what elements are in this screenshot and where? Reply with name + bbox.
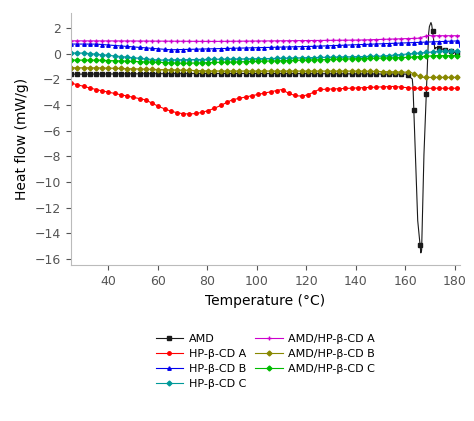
AMD/HP-β-CD C — [457, 53, 463, 58]
HP-β-CD C — [279, 56, 285, 61]
HP-β-CD C — [457, 48, 463, 53]
AMD/HP-β-CD C — [256, 59, 262, 64]
HP-β-CD A — [279, 88, 285, 93]
AMD/HP-β-CD C — [279, 58, 285, 63]
HP-β-CD A — [254, 92, 259, 97]
HP-β-CD A — [301, 93, 306, 98]
Line: AMD/HP-β-CD A: AMD/HP-β-CD A — [69, 33, 462, 44]
AMD/HP-β-CD A — [457, 33, 463, 38]
AMD/HP-β-CD C — [180, 61, 185, 66]
AMD/HP-β-CD A — [254, 39, 259, 44]
AMD/HP-β-CD B — [457, 75, 463, 80]
Line: AMD/HP-β-CD C: AMD/HP-β-CD C — [69, 54, 462, 65]
AMD/HP-β-CD B — [253, 69, 258, 74]
HP-β-CD A — [457, 86, 463, 91]
AMD/HP-β-CD B — [255, 69, 261, 74]
X-axis label: Temperature (°C): Temperature (°C) — [205, 293, 326, 307]
HP-β-CD B — [68, 42, 74, 47]
Line: AMD: AMD — [69, 21, 462, 255]
HP-β-CD B — [457, 45, 463, 50]
HP-β-CD B — [167, 47, 173, 52]
HP-β-CD B — [448, 39, 454, 44]
HP-β-CD A — [186, 112, 191, 117]
AMD/HP-β-CD B — [448, 75, 454, 80]
HP-β-CD B — [256, 45, 262, 50]
AMD/HP-β-CD B — [300, 69, 305, 74]
AMD/HP-β-CD C — [433, 53, 438, 58]
HP-β-CD C — [440, 48, 446, 53]
AMD/HP-β-CD C — [254, 59, 259, 64]
AMD/HP-β-CD C — [449, 53, 455, 58]
HP-β-CD C — [155, 58, 161, 63]
HP-β-CD A — [256, 92, 262, 97]
HP-β-CD C — [301, 55, 306, 60]
AMD/HP-β-CD A — [427, 33, 432, 38]
AMD/HP-β-CD A — [205, 39, 210, 44]
AMD/HP-β-CD A — [68, 38, 74, 43]
AMD/HP-β-CD B — [420, 75, 426, 80]
AMD — [387, 72, 392, 77]
HP-β-CD B — [301, 44, 306, 49]
AMD/HP-β-CD C — [301, 58, 306, 63]
AMD/HP-β-CD C — [388, 56, 393, 61]
AMD — [68, 72, 74, 77]
Y-axis label: Heat flow (mW/g): Heat flow (mW/g) — [16, 78, 29, 200]
HP-β-CD C — [388, 53, 393, 58]
HP-β-CD C — [449, 48, 455, 53]
AMD — [300, 71, 305, 76]
HP-β-CD C — [254, 56, 259, 61]
AMD — [449, 49, 455, 54]
AMD — [418, 250, 424, 256]
Legend: AMD, HP-β-CD A, HP-β-CD B, HP-β-CD C, AMD/HP-β-CD A, AMD/HP-β-CD B, AMD/HP-β-CD : AMD, HP-β-CD A, HP-β-CD B, HP-β-CD C, AM… — [155, 334, 375, 389]
AMD/HP-β-CD B — [387, 69, 392, 74]
Line: AMD/HP-β-CD B: AMD/HP-β-CD B — [69, 66, 462, 79]
AMD — [253, 71, 258, 76]
AMD/HP-β-CD A — [301, 38, 306, 43]
HP-β-CD A — [68, 81, 74, 86]
AMD/HP-β-CD A — [388, 37, 393, 42]
HP-β-CD B — [456, 38, 462, 43]
HP-β-CD A — [448, 86, 454, 91]
HP-β-CD B — [279, 45, 285, 50]
AMD — [457, 51, 463, 56]
AMD — [428, 20, 434, 25]
HP-β-CD C — [256, 56, 262, 61]
AMD/HP-β-CD A — [279, 38, 285, 43]
Line: HP-β-CD B: HP-β-CD B — [69, 39, 462, 51]
HP-β-CD A — [388, 84, 393, 89]
HP-β-CD B — [388, 41, 393, 46]
HP-β-CD C — [68, 51, 74, 56]
Line: HP-β-CD A: HP-β-CD A — [69, 81, 462, 116]
AMD/HP-β-CD A — [449, 33, 455, 38]
Line: HP-β-CD C: HP-β-CD C — [69, 49, 462, 62]
AMD/HP-β-CD C — [68, 58, 74, 63]
AMD/HP-β-CD B — [279, 69, 284, 74]
HP-β-CD B — [254, 45, 259, 50]
AMD — [255, 71, 261, 76]
AMD — [279, 71, 284, 76]
AMD/HP-β-CD A — [256, 38, 262, 43]
AMD/HP-β-CD B — [68, 65, 74, 70]
